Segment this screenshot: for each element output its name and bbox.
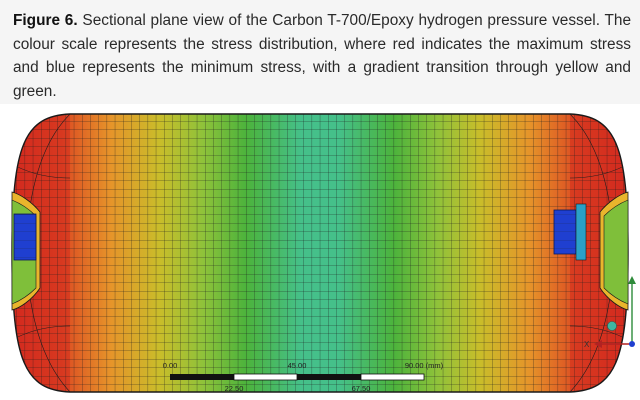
figure-label: Figure 6. (13, 12, 78, 29)
figure-panel: 0.00 45.00 90.00 (mm) 22.50 67.50 X (0, 104, 640, 400)
left-boss (11, 191, 41, 311)
triad-x-label: X (584, 340, 590, 349)
vessel-mesh (12, 114, 628, 392)
scale-label-90: 90.00 (mm) (405, 361, 444, 370)
triad-z-axis (629, 341, 635, 347)
vessel-body (11, 113, 629, 393)
scale-label-45: 45.00 (288, 361, 307, 370)
figure-caption: Figure 6. Sectional plane view of the Ca… (13, 9, 631, 103)
scale-label-0: 0.00 (163, 361, 178, 370)
scale-bar: 0.00 45.00 90.00 (mm) 22.50 67.50 (163, 361, 444, 393)
scale-segment-4 (360, 373, 425, 381)
scale-label-67-5: 67.50 (352, 384, 371, 393)
scale-segment-1 (170, 374, 234, 380)
pressure-vessel-figure: 0.00 45.00 90.00 (mm) 22.50 67.50 X (11, 113, 636, 393)
triad-origin-marker (607, 321, 617, 331)
caption-text: Sectional plane view of the Carbon T-700… (13, 12, 632, 100)
right-boss (553, 191, 629, 311)
caption-panel: Figure 6. Sectional plane view of the Ca… (0, 0, 640, 104)
scale-segment-3 (297, 374, 361, 380)
orientation-triad: X (584, 276, 636, 349)
scale-label-22-5: 22.50 (225, 384, 244, 393)
scale-segment-2 (233, 373, 298, 381)
